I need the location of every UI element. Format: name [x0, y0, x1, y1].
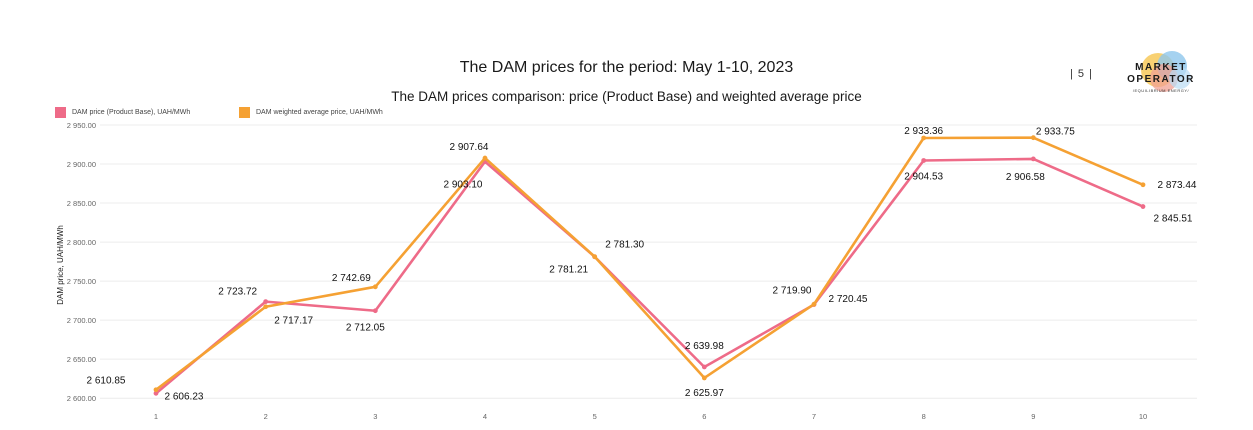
data-label-weighted: 2 625.97	[685, 388, 724, 399]
data-point-weighted	[592, 254, 598, 260]
legend-label-base: DAM price (Product Base), UAH/MWh	[72, 109, 191, 116]
data-label-base: 2 712.05	[346, 323, 385, 334]
data-label-base: 2 845.51	[1154, 214, 1193, 225]
data-label-weighted: 2 720.45	[829, 294, 868, 305]
y-tick-label: 2 750.00	[67, 277, 96, 286]
data-label-base: 2 723.72	[218, 287, 257, 298]
legend-item-base: DAM price (Product Base), UAH/MWh	[55, 107, 190, 118]
data-label-base: 2 606.23	[165, 391, 204, 402]
page-title: The DAM prices for the period: May 1-10,…	[459, 59, 794, 76]
y-tick-label: 2 950.00	[67, 121, 96, 130]
x-tick-label: 5	[593, 412, 597, 421]
data-label-weighted: 2 742.69	[332, 273, 371, 284]
data-point-base	[921, 158, 927, 163]
data-label-weighted: 2 933.36	[904, 126, 943, 137]
x-tick-label: 2	[264, 412, 268, 421]
data-label-base: 2 906.58	[1006, 172, 1045, 183]
y-tick-label: 2 600.00	[67, 394, 96, 403]
y-tick-label: 2 900.00	[67, 160, 96, 169]
data-label-weighted: 2 873.44	[1158, 180, 1197, 191]
data-point-base	[153, 390, 159, 396]
y-tick-label: 2 850.00	[67, 199, 96, 208]
x-tick-label: 1	[154, 412, 158, 421]
data-point-weighted	[811, 301, 817, 307]
data-point-base	[263, 299, 269, 305]
data-label-weighted: 2 610.85	[87, 376, 126, 387]
market-operator-logo: MARKET OPERATOR /EQUILIBRIUM ENERGY/	[1127, 51, 1195, 93]
data-point-weighted	[482, 155, 488, 161]
x-tick-label: 8	[922, 412, 926, 421]
data-point-base	[1030, 156, 1036, 162]
data-point-base	[701, 364, 707, 370]
data-point-weighted	[921, 135, 927, 141]
data-point-weighted	[263, 304, 269, 310]
data-point-weighted	[1030, 135, 1036, 141]
data-point-base	[372, 308, 378, 314]
x-tick-label: 4	[483, 412, 487, 421]
y-tick-label: 2 700.00	[67, 316, 96, 325]
data-labels: 2 606.23 2 723.72 2 712.05 2 903.10 2 781.21…	[87, 126, 1197, 402]
data-label-base: 2 781.21	[549, 265, 588, 276]
chart-series	[153, 135, 1146, 396]
data-label-base: 2 904.53	[904, 171, 943, 182]
data-point-weighted	[1140, 182, 1146, 188]
x-tick-label: 6	[702, 412, 706, 421]
legend-item-weighted: DAM weighted average price, UAH/MWh	[239, 107, 383, 118]
chart-grid	[100, 124, 1197, 399]
x-tick-label: 7	[812, 412, 816, 421]
series-line-base	[154, 157, 1145, 395]
data-label-base: 2 719.90	[773, 286, 812, 297]
series-line-weighted	[154, 136, 1145, 392]
legend-swatch-base	[55, 107, 66, 118]
data-point-weighted	[153, 387, 159, 393]
svg-text:MARKET: MARKET	[1135, 62, 1187, 73]
data-point-weighted	[372, 284, 378, 290]
x-tick-label: 9	[1031, 412, 1035, 421]
data-label-base: 2 639.98	[685, 341, 724, 352]
x-tick-label: 3	[373, 412, 377, 421]
legend-swatch-weighted	[239, 107, 250, 118]
x-tick-label: 10	[1139, 412, 1147, 421]
x-axis-ticks: 1 2 3 4 5 6 7 8 9 10	[154, 412, 1147, 421]
y-axis-label: DAM price, UAH/MWh	[56, 225, 65, 305]
y-tick-label: 2 650.00	[67, 355, 96, 364]
chart-subtitle: The DAM prices comparison: price (Produc…	[391, 89, 862, 104]
legend-label-weighted: DAM weighted average price, UAH/MWh	[256, 109, 383, 116]
y-axis-ticks: 2 600.00 2 650.00 2 700.00 2 750.00 2 800.00…	[67, 121, 96, 403]
data-label-weighted: 2 781.30	[605, 240, 644, 251]
svg-text:/EQUILIBRIUM ENERGY/: /EQUILIBRIUM ENERGY/	[1133, 88, 1190, 93]
data-point-weighted	[701, 375, 707, 381]
data-label-base: 2 903.10	[444, 180, 483, 191]
data-point-base	[1140, 204, 1146, 209]
svg-text:OPERATOR: OPERATOR	[1127, 74, 1195, 85]
data-label-weighted: 2 933.75	[1036, 127, 1075, 138]
y-tick-label: 2 800.00	[67, 238, 96, 247]
page-number: | 5 |	[1070, 68, 1093, 80]
data-label-weighted: 2 717.17	[274, 316, 313, 327]
data-label-weighted: 2 907.64	[450, 142, 489, 153]
